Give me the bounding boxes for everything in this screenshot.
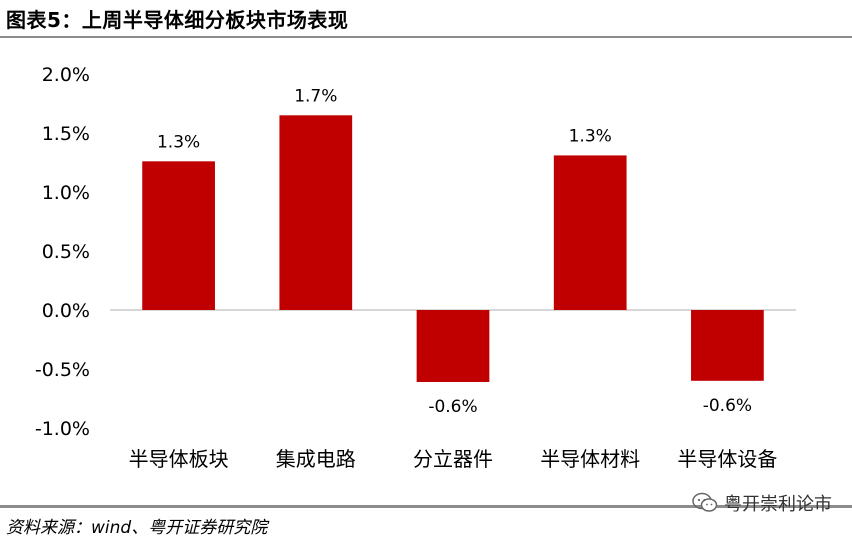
x-category-label: 集成电路	[276, 447, 356, 471]
x-category-label: 半导体设备	[677, 447, 777, 471]
y-tick-label: 0.0%	[42, 300, 90, 322]
data-label: 1.3%	[157, 132, 200, 152]
y-tick-label: -1.0%	[35, 418, 90, 440]
x-axis-categories: 半导体板块 集成电路 分立器件 半导体材料 半导体设备	[129, 447, 778, 471]
bar	[142, 161, 215, 310]
bottom-rule	[0, 505, 852, 508]
top-rule	[0, 36, 852, 38]
data-label: 1.7%	[294, 86, 337, 106]
y-tick-label: -0.5%	[35, 359, 90, 381]
bar-chart: 2.0% 1.5% 1.0% 0.5% 0.0% -0.5% -1.0% 1.3% 1.7% -…	[35, 64, 796, 471]
bar	[279, 115, 353, 310]
y-tick-label: 0.5%	[42, 241, 90, 263]
watermark: 粤开崇利论市	[692, 490, 832, 516]
bar	[691, 310, 764, 381]
data-labels: 1.3% 1.7% -0.6% 1.3% -0.6%	[157, 86, 752, 417]
data-label: -0.6%	[703, 396, 752, 416]
y-axis-ticks: 2.0% 1.5% 1.0% 0.5% 0.0% -0.5% -1.0%	[35, 64, 90, 440]
y-tick-label: 1.5%	[42, 123, 90, 145]
bars	[142, 115, 764, 382]
watermark-text: 粤开崇利论市	[724, 494, 832, 515]
source-note: 资料来源：wind、粤开证券研究院	[6, 518, 268, 538]
data-label: 1.3%	[569, 126, 612, 146]
figure-title: 图表5：上周半导体细分板块市场表现	[6, 8, 349, 32]
data-label: -0.6%	[428, 397, 477, 417]
bar	[416, 310, 490, 382]
x-category-label: 半导体材料	[540, 447, 640, 471]
x-category-label: 半导体板块	[129, 447, 229, 471]
y-tick-label: 1.0%	[42, 182, 90, 204]
y-tick-label: 2.0%	[42, 64, 90, 86]
wechat-icon	[692, 492, 718, 512]
bar	[553, 155, 627, 310]
x-category-label: 分立器件	[413, 447, 493, 471]
